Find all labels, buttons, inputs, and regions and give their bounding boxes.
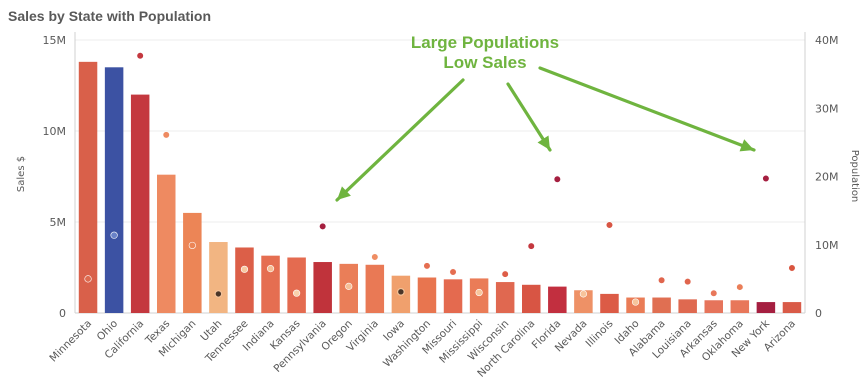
y-tick-label: 10M	[43, 125, 67, 138]
population-dot	[110, 231, 118, 239]
annotation-arrowhead	[739, 139, 754, 152]
chart-title: Sales by State with Population	[8, 8, 211, 24]
bar	[261, 255, 280, 313]
population-dot	[266, 265, 275, 273]
population-dot	[240, 265, 249, 273]
bar	[600, 293, 619, 313]
bar	[443, 279, 463, 313]
bar	[157, 174, 176, 313]
y2-tick-label: 40M	[815, 34, 839, 47]
bar	[365, 264, 385, 313]
population-dot	[396, 287, 405, 296]
bar	[730, 300, 750, 313]
population-dot	[371, 253, 379, 261]
annotation-arrow	[335, 78, 465, 202]
annotation-line1: Large Populations	[411, 33, 559, 52]
y2-axis-ticks: 0 10M 20M 30M 40M	[815, 34, 839, 320]
bar	[313, 262, 332, 313]
bar	[652, 297, 671, 313]
population-dot	[762, 174, 770, 183]
population-dot	[345, 282, 353, 290]
bar	[756, 302, 776, 313]
population-dot	[475, 288, 483, 297]
population-dot	[788, 264, 796, 272]
population-dots	[84, 52, 796, 306]
annotation-arrows	[335, 66, 756, 202]
population-dot	[449, 268, 457, 276]
y-tick-label: 15M	[43, 34, 67, 47]
annotation-arrow	[506, 82, 552, 152]
y2-tick-label: 0	[815, 307, 822, 320]
y-axis-label: Sales $	[16, 156, 27, 192]
population-dot	[293, 289, 301, 297]
bar	[183, 212, 202, 313]
y2-tick-label: 30M	[815, 102, 839, 115]
bar	[287, 257, 306, 313]
bar	[104, 67, 124, 313]
bar	[704, 300, 723, 313]
population-dot	[605, 221, 614, 229]
bar	[235, 247, 254, 313]
bars	[78, 61, 802, 314]
x-tick-label: Illinois	[584, 318, 616, 350]
y2-axis-label: Population	[849, 150, 860, 203]
population-dot	[527, 242, 535, 250]
bar	[782, 302, 802, 313]
bar	[678, 299, 697, 313]
population-dot	[579, 290, 587, 298]
y2-tick-label: 20M	[815, 171, 839, 184]
population-dot	[684, 278, 692, 286]
bar	[574, 290, 593, 313]
y-tick-label: 0	[59, 307, 66, 320]
annotation-arrowhead	[537, 135, 550, 150]
population-dot	[423, 262, 431, 270]
bar	[495, 282, 515, 313]
bar	[130, 94, 150, 313]
population-dot	[319, 222, 327, 230]
population-dot	[501, 270, 509, 278]
x-tick-label: Minnesota	[47, 318, 94, 365]
bar	[548, 286, 567, 313]
y-axis-ticks: 0 5M 10M 15M	[43, 34, 67, 320]
population-dot	[631, 298, 640, 306]
y2-tick-label: 10M	[815, 239, 839, 252]
population-dot	[188, 241, 196, 250]
population-dot	[658, 276, 666, 284]
bar	[78, 61, 98, 314]
annotation-arrow	[538, 66, 756, 152]
population-dot	[553, 175, 561, 183]
y-tick-label: 5M	[50, 216, 67, 229]
population-dot	[136, 52, 144, 60]
bar	[209, 242, 228, 313]
bar	[417, 277, 437, 313]
annotation-arrowhead	[337, 186, 351, 200]
annotation: Large Populations Low Sales	[335, 33, 756, 202]
population-dot	[84, 275, 92, 283]
bar	[522, 284, 541, 313]
population-dot	[162, 131, 170, 139]
annotation-line2: Low Sales	[443, 53, 526, 72]
population-dot	[214, 289, 223, 298]
population-dot	[710, 289, 718, 297]
population-dot	[736, 283, 744, 291]
